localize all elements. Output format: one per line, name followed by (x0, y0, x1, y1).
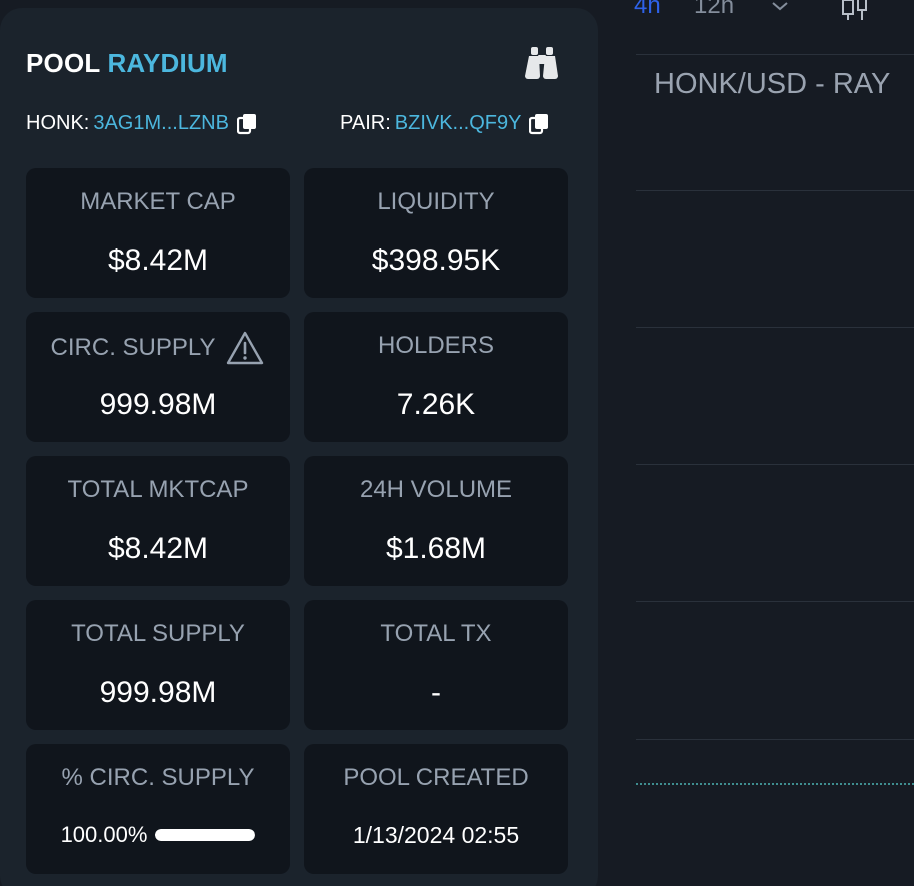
pct-circ-supply-bar-fill (155, 829, 256, 841)
liquidity-value: $398.95K (371, 244, 501, 277)
volume-24h-label: 24H VOLUME (359, 476, 513, 503)
chart-area[interactable]: 4h 12h HONK/USD - RAY (618, 0, 914, 886)
chart-gridline (636, 54, 914, 55)
market-cap-card: MARKET CAP $8.42M (26, 168, 290, 298)
chart-gridline (636, 190, 914, 191)
pool-created-card: POOL CREATED 1/13/2024 02:55 (304, 744, 568, 874)
pool-dex-name[interactable]: RAYDIUM (107, 48, 228, 78)
market-cap-value: $8.42M (107, 244, 209, 277)
warning-icon[interactable] (225, 330, 265, 366)
candlestick-icon[interactable] (840, 0, 870, 24)
binoculars-icon[interactable] (524, 46, 560, 80)
chart-gridline (636, 739, 914, 740)
copy-icon[interactable] (529, 113, 549, 135)
price-line (636, 783, 914, 785)
timeframe-4h[interactable]: 4h (634, 0, 661, 19)
pool-info-panel: POOL RAYDIUM HONK: 3AG1M...LZNB PAIR: BZ… (0, 8, 598, 886)
total-supply-value: 999.98M (99, 676, 217, 709)
copy-icon[interactable] (236, 113, 257, 135)
pair-address[interactable]: BZIVK...QF9Y (394, 112, 522, 134)
volume-24h-card: 24H VOLUME $1.68M (304, 456, 568, 586)
holders-label: HOLDERS (377, 332, 495, 359)
chart-gridline (636, 464, 914, 465)
total-tx-card: TOTAL TX - (304, 600, 568, 730)
pair-label: PAIR: (340, 112, 391, 134)
token-address-row: HONK: 3AG1M...LZNB (26, 112, 257, 135)
total-tx-value: - (431, 676, 441, 709)
holders-card: HOLDERS 7.26K (304, 312, 568, 442)
liquidity-label: LIQUIDITY (377, 188, 495, 215)
pct-circ-supply-value: 100.00% (60, 822, 148, 847)
pool-title: POOL RAYDIUM (26, 48, 228, 79)
circ-supply-label: CIRC. SUPPLY (50, 334, 216, 361)
pool-created-value: 1/13/2024 02:55 (352, 822, 520, 848)
pct-circ-supply-card: % CIRC. SUPPLY 100.00% (26, 744, 290, 874)
chart-gridline (636, 327, 914, 328)
total-mktcap-card: TOTAL MKTCAP $8.42M (26, 456, 290, 586)
chart-gridline (636, 601, 914, 602)
circ-supply-header: CIRC. SUPPLY (26, 330, 290, 366)
token-address[interactable]: 3AG1M...LZNB (93, 112, 229, 134)
pct-circ-supply-bar (155, 829, 256, 841)
volume-24h-value: $1.68M (385, 532, 487, 565)
total-supply-card: TOTAL SUPPLY 999.98M (26, 600, 290, 730)
pool-created-label: POOL CREATED (343, 764, 529, 791)
liquidity-card: LIQUIDITY $398.95K (304, 168, 568, 298)
chart-title: HONK/USD - RAY (654, 68, 891, 100)
circ-supply-value: 999.98M (99, 388, 217, 421)
pool-prefix: POOL (26, 48, 101, 78)
market-cap-label: MARKET CAP (80, 188, 236, 215)
total-mktcap-label: TOTAL MKTCAP (67, 476, 249, 503)
total-supply-label: TOTAL SUPPLY (71, 620, 245, 647)
total-mktcap-value: $8.42M (107, 532, 209, 565)
token-label: HONK: (26, 112, 90, 134)
pct-circ-supply-row: 100.00% (26, 822, 290, 848)
total-tx-label: TOTAL TX (380, 620, 492, 647)
pct-circ-supply-label: % CIRC. SUPPLY (61, 764, 255, 791)
circ-supply-card: CIRC. SUPPLY 999.98M (26, 312, 290, 442)
timeframe-12h[interactable]: 12h (694, 0, 735, 19)
holders-value: 7.26K (396, 388, 476, 421)
chevron-down-icon[interactable] (770, 0, 790, 14)
pair-address-row: PAIR: BZIVK...QF9Y (340, 112, 549, 135)
